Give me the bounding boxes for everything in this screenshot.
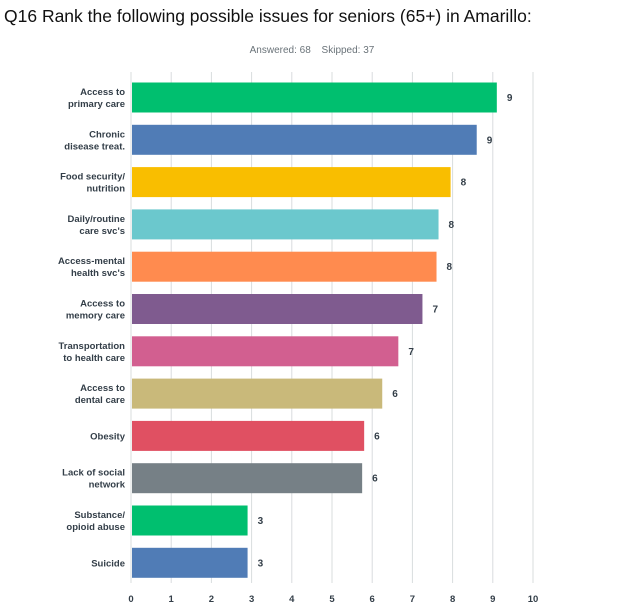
bar — [132, 124, 477, 155]
answered-count: Answered: 68 — [249, 45, 311, 56]
category-label: Substance/ — [74, 510, 125, 521]
category-label: Lack of social — [62, 468, 125, 479]
gridlines — [130, 72, 534, 583]
value-labels: 9 9 8 8 8 7 7 6 6 6 3 3 — [258, 93, 513, 569]
category-label: Access to — [80, 383, 125, 394]
category-label: Suicide — [91, 558, 125, 569]
category-label: Obesity — [90, 431, 126, 442]
category-label: primary care — [68, 99, 125, 110]
category-label: Access to — [80, 87, 125, 98]
data-label: 7 — [408, 347, 414, 358]
bar — [132, 251, 437, 282]
x-tick-label: 1 — [169, 594, 175, 605]
category-label: Access to — [80, 299, 125, 310]
category-label: Chronic — [89, 129, 125, 140]
category-label: care svc's — [79, 226, 125, 237]
bar — [132, 378, 383, 409]
bar — [132, 167, 451, 198]
category-label: Access-mental — [58, 256, 125, 267]
data-label: 6 — [374, 431, 380, 442]
bars — [132, 82, 497, 578]
data-label: 6 — [372, 474, 378, 485]
category-label: to health care — [63, 353, 125, 364]
x-tick-label: 0 — [128, 594, 133, 605]
data-label: 8 — [461, 178, 467, 189]
category-label: Food security/ — [60, 172, 125, 183]
x-tick-label: 2 — [209, 594, 214, 605]
bar — [132, 463, 363, 494]
category-label: dental care — [75, 395, 125, 406]
x-tick-label: 6 — [370, 594, 375, 605]
x-tick-label: 8 — [450, 594, 455, 605]
x-tick-label: 9 — [490, 594, 495, 605]
data-label: 9 — [507, 93, 513, 104]
category-label: network — [89, 480, 126, 491]
data-label: 8 — [449, 220, 455, 231]
category-label: opioid abuse — [66, 522, 125, 533]
bar — [132, 505, 248, 536]
bar — [132, 209, 439, 240]
data-label: 8 — [447, 262, 453, 273]
bar — [132, 547, 248, 578]
question-title: Q16 Rank the following possible issues f… — [4, 6, 532, 26]
x-tick-label: 3 — [249, 594, 254, 605]
data-label: 7 — [432, 305, 438, 316]
data-label: 9 — [487, 135, 493, 146]
data-label: 6 — [392, 389, 398, 400]
x-tick-label: 4 — [289, 594, 295, 605]
x-tick-label: 7 — [410, 594, 415, 605]
x-tick-label: 5 — [329, 594, 335, 605]
bar — [132, 420, 365, 451]
skipped-count: Skipped: 37 — [321, 45, 375, 56]
category-label: memory care — [66, 311, 125, 322]
x-axis-ticks: 0 1 2 3 4 5 6 7 8 9 10 — [128, 594, 538, 605]
data-label: 3 — [258, 516, 264, 527]
data-label: 3 — [258, 558, 264, 569]
category-label: nutrition — [86, 184, 125, 195]
response-stats: Answered: 68 Skipped: 37 — [0, 45, 624, 56]
bar — [132, 294, 423, 324]
x-tick-label: 10 — [528, 594, 539, 605]
bar — [132, 336, 399, 367]
category-label: Transportation — [58, 341, 125, 352]
category-label: disease treat. — [64, 141, 125, 152]
category-label: Daily/routine — [67, 214, 125, 225]
bar — [132, 82, 497, 113]
category-label: health svc's — [71, 268, 125, 279]
